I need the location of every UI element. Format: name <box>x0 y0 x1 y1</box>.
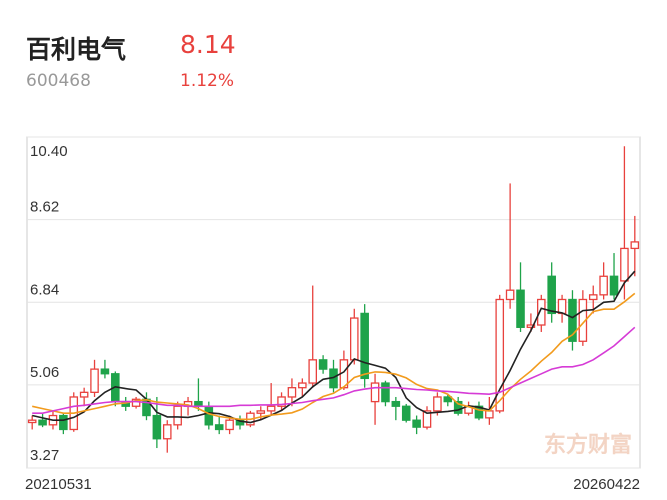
candle-body <box>630 241 640 250</box>
candle-body <box>443 396 453 403</box>
candle-body <box>453 400 463 414</box>
candle-body <box>162 424 172 440</box>
candle-body <box>38 419 47 426</box>
candle-body <box>360 312 369 380</box>
candle-body <box>578 298 588 342</box>
candle-body <box>349 317 359 361</box>
candle-body <box>79 391 89 398</box>
candle-body <box>308 359 318 384</box>
candle-body <box>256 410 266 414</box>
candle-body <box>599 275 608 296</box>
candle-body <box>433 396 442 412</box>
candle-body <box>235 419 245 426</box>
candle-body <box>557 298 567 315</box>
candle-body <box>620 247 629 282</box>
header: 百利电气 8.14 600468 1.12% <box>0 0 667 120</box>
moving-average-line <box>32 270 636 424</box>
candle-body <box>537 298 546 326</box>
x-tick-label: 20210531 <box>25 476 92 493</box>
candle-body <box>298 382 307 389</box>
candle-body <box>474 405 484 419</box>
candle-body <box>485 410 494 419</box>
candle-body <box>100 368 110 375</box>
candle-body <box>152 414 162 440</box>
candle-body <box>547 275 556 315</box>
candle-body <box>516 289 525 328</box>
candle-body <box>90 368 99 393</box>
candle-body <box>495 298 505 412</box>
candle-body <box>204 405 214 426</box>
stock-change: 1.12% <box>180 71 235 91</box>
candle-body <box>27 419 37 424</box>
stock-price: 8.14 <box>180 30 236 59</box>
candle-body <box>318 359 328 370</box>
candle-body <box>59 414 68 431</box>
candle-body <box>391 400 401 407</box>
candle-body <box>225 419 234 431</box>
candle-body <box>526 324 536 328</box>
candle-body <box>173 405 182 426</box>
x-tick-label: 20260422 <box>573 476 640 493</box>
candle-body <box>370 382 380 403</box>
stock-name: 百利电气 <box>26 35 127 64</box>
candle-body <box>381 382 390 403</box>
candle-body <box>505 289 515 301</box>
y-tick-label: 3.27 <box>30 447 59 464</box>
y-tick-label: 8.62 <box>30 199 59 216</box>
y-tick-label: 5.06 <box>30 364 59 381</box>
candle-body <box>214 424 224 431</box>
stock-code: 600468 <box>26 71 91 91</box>
candle-body <box>287 387 297 398</box>
candle-body <box>131 398 141 407</box>
candle-body <box>277 396 286 407</box>
candle-body <box>568 298 577 342</box>
candle-body <box>266 405 276 412</box>
watermark: 东方财富 <box>544 432 632 457</box>
candle-body <box>401 405 411 421</box>
candle-body <box>422 410 432 428</box>
y-tick-label: 6.84 <box>30 281 59 298</box>
candle-body <box>588 294 598 301</box>
candle-body <box>412 419 421 428</box>
moving-average-line <box>32 326 636 414</box>
candle-body <box>609 275 619 296</box>
y-tick-label: 10.40 <box>30 143 68 160</box>
